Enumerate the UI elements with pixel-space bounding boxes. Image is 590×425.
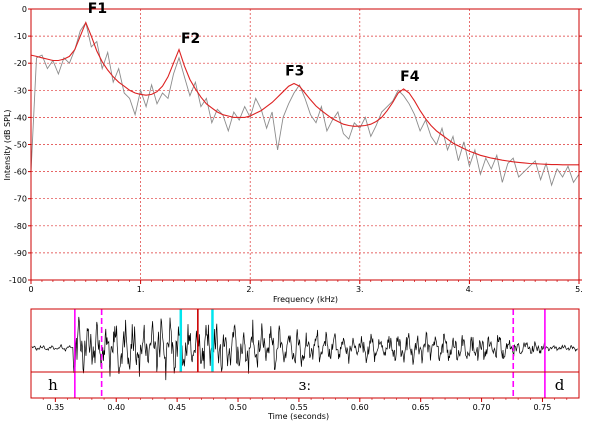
time-tick-label: 0.70 <box>473 403 491 412</box>
waveform-plot: h ɜː d 0.35 0.40 0.45 0.50 0.55 0.60 0.65 0.70 0.7… <box>30 308 580 421</box>
segment-label: d <box>555 376 565 394</box>
y-tick-label: -40 <box>14 113 27 122</box>
y-tick-label: -20 <box>14 59 27 68</box>
formant-label: F4 <box>400 69 420 85</box>
spectrum-lpc-envelope <box>30 21 579 166</box>
segment-label: ɜː <box>299 376 312 394</box>
spectrum-raw-line <box>30 21 580 187</box>
y-tick-label: -30 <box>14 86 27 95</box>
time-tick-label: 0.75 <box>534 403 552 412</box>
time-tick-label: 0.50 <box>229 403 247 412</box>
spectrum-x-ticks: 0 1. 2. 3. 4. 5. <box>28 280 583 294</box>
formant-label: F2 <box>181 31 200 47</box>
segment-markers <box>74 309 546 398</box>
x-tick-label: 0 <box>28 285 33 294</box>
y-tick-label: -70 <box>14 195 27 204</box>
x-tick-label: 2. <box>246 285 254 294</box>
x-axis-label: Frequency (kHz) <box>273 295 338 304</box>
spectrum-grid <box>31 9 579 280</box>
segment-tier-frame <box>30 371 580 399</box>
time-tick-label: 0.45 <box>168 403 186 412</box>
x-tick-label: 1. <box>137 285 145 294</box>
y-tick-label: -60 <box>14 168 27 177</box>
spectrum-y-ticks: 0 -10 -20 -30 -40 -50 -60 -70 -80 -90 -100 <box>9 5 582 285</box>
time-tick-label: 0.40 <box>107 403 125 412</box>
y-tick-label: -80 <box>14 222 27 231</box>
segment-label: h <box>48 376 58 394</box>
time-tick-label: 0.55 <box>290 403 308 412</box>
segment-labels: h ɜː d <box>48 376 565 394</box>
x-tick-label: 3. <box>356 285 364 294</box>
time-tick-label: 0.65 <box>412 403 430 412</box>
time-tick-label: 0.60 <box>351 403 369 412</box>
waveform-trace <box>31 316 578 381</box>
x-tick-label: 5. <box>575 285 583 294</box>
time-x-ticks: 0.35 0.40 0.45 0.50 0.55 0.60 0.65 0.70 0.75 <box>42 398 568 412</box>
spectrum-series <box>30 21 580 187</box>
x-tick-label: 4. <box>466 285 474 294</box>
y-tick-label: -90 <box>14 249 27 258</box>
time-axis-label: Time (seconds) <box>267 412 329 421</box>
time-tick-label: 0.35 <box>46 403 64 412</box>
y-tick-label: -100 <box>9 276 27 285</box>
y-axis-label: Intensity (dB SPL) <box>3 109 12 180</box>
formant-labels: F1 F2 F3 F4 <box>88 1 420 85</box>
y-tick-label: -50 <box>14 141 27 150</box>
y-tick-label: -10 <box>14 32 27 41</box>
formant-label: F3 <box>285 63 304 79</box>
y-tick-label: 0 <box>22 5 27 14</box>
formant-label: F1 <box>88 1 107 17</box>
spectrum-plot: 0 -10 -20 -30 -40 -50 -60 -70 -80 -90 -100 0 1. 2. 3.… <box>3 1 583 304</box>
